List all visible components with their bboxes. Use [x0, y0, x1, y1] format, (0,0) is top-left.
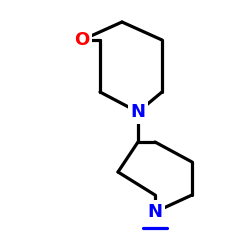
Text: N: N: [148, 203, 162, 221]
Text: O: O: [74, 31, 90, 49]
Text: N: N: [130, 103, 146, 121]
